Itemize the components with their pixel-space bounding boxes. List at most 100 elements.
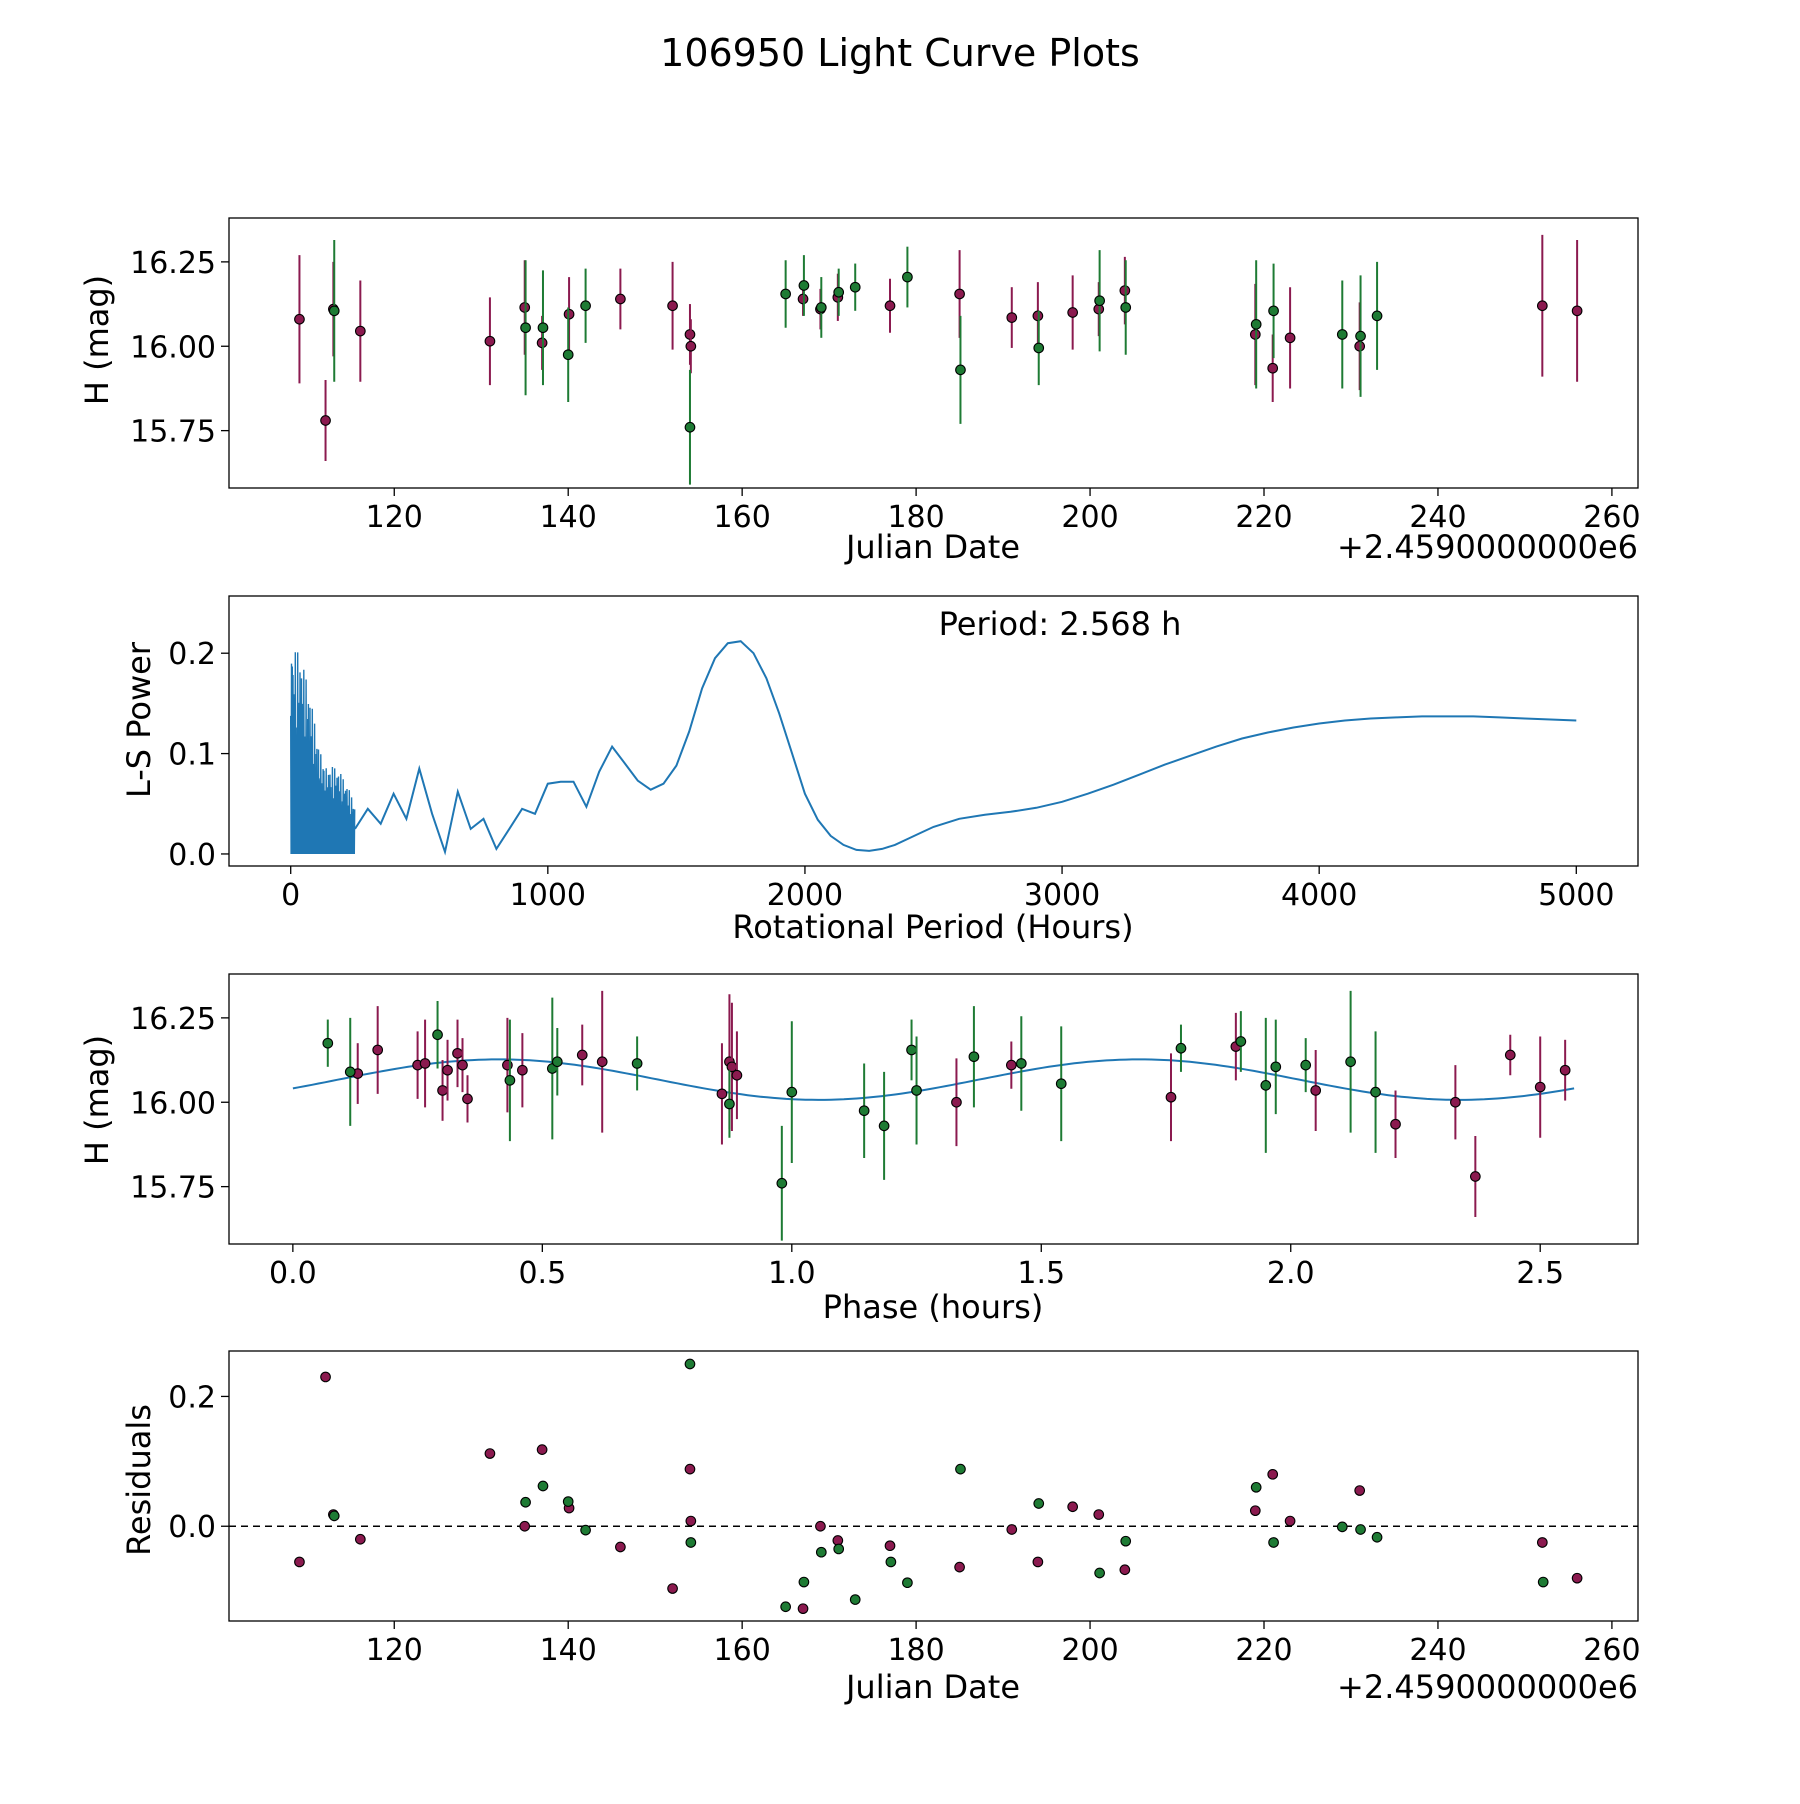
periodogram-xtick-label: 4000 xyxy=(1281,878,1357,913)
residuals-point xyxy=(1355,1524,1366,1535)
light-curve-point xyxy=(955,364,966,376)
phased-curve-point xyxy=(906,1044,917,1056)
residuals-point xyxy=(667,1583,678,1594)
light-curve-frame xyxy=(228,217,1639,489)
residuals-point xyxy=(1067,1501,1079,1513)
phased-curve-ylabel: H (mag) xyxy=(78,1035,116,1165)
residuals-xtick-label: 260 xyxy=(1583,1633,1640,1668)
light-curve-point xyxy=(1371,310,1383,322)
phased-curve-point xyxy=(1370,1086,1381,1098)
phased-curve-point xyxy=(1260,1080,1272,1091)
phased-curve-point xyxy=(1310,1085,1322,1096)
light-curve-xtick-label: 200 xyxy=(1061,500,1118,535)
periodogram-forest xyxy=(290,652,356,855)
light-curve-point xyxy=(320,415,331,426)
residuals-point xyxy=(536,1444,548,1456)
phased-curve-point xyxy=(878,1120,890,1132)
light-curve-point xyxy=(328,305,340,317)
phased-curve-xtick-label: 2.0 xyxy=(1267,1256,1315,1291)
residuals-point xyxy=(1250,1481,1262,1493)
light-curve-point xyxy=(562,349,574,361)
residuals-point xyxy=(1354,1485,1366,1496)
residuals-point xyxy=(780,1601,791,1613)
residuals-point xyxy=(580,1524,591,1536)
phased-curve-point xyxy=(1390,1118,1401,1130)
residuals-point xyxy=(1536,1537,1548,1548)
phased-curve-point xyxy=(951,1096,962,1108)
phased-curve-point xyxy=(1015,1058,1027,1069)
residuals-point xyxy=(685,1515,697,1527)
phased-curve-point xyxy=(437,1085,448,1096)
residuals-point xyxy=(1336,1521,1348,1533)
phased-curve-point xyxy=(1055,1078,1067,1090)
residuals-point xyxy=(884,1540,896,1552)
residuals-xtick-label: 220 xyxy=(1235,1633,1292,1668)
light-curve-point xyxy=(615,293,626,305)
phased-curve-point xyxy=(596,1056,608,1068)
light-curve-point xyxy=(484,335,496,347)
residuals-xtick-label: 160 xyxy=(714,1633,771,1668)
light-curve-point xyxy=(1267,362,1279,374)
residuals-point xyxy=(1032,1556,1044,1568)
residuals-point xyxy=(320,1371,331,1383)
residuals-point xyxy=(833,1543,845,1555)
residuals-point xyxy=(798,1576,810,1588)
phased-curve-point xyxy=(716,1088,728,1100)
light-curve-point xyxy=(884,300,896,312)
light-curve-point xyxy=(1284,332,1296,344)
periodogram-xlabel: Rotational Period (Hours) xyxy=(732,908,1133,946)
light-curve-xtick-label: 240 xyxy=(1409,500,1466,535)
periodogram-ylabel: L-S Power xyxy=(120,641,158,798)
light-curve-point xyxy=(1006,312,1018,323)
residuals-point xyxy=(902,1577,913,1589)
phased-curve-ytick-label: 16.25 xyxy=(130,1002,216,1037)
phased-curve-point xyxy=(452,1047,463,1059)
phased-curve-point xyxy=(442,1064,453,1076)
residuals-point xyxy=(1120,1535,1132,1547)
light-curve-xtick-label: 120 xyxy=(366,500,423,535)
phased-curve-point xyxy=(1270,1061,1282,1073)
light-curve-point xyxy=(1120,302,1132,313)
phased-curve-point xyxy=(462,1093,473,1105)
phased-curve-point xyxy=(1235,1036,1247,1047)
light-curve-point xyxy=(1355,330,1366,342)
period-annotation: Period: 2.568 h xyxy=(939,605,1182,643)
phased-curve-panel: Phase (hours) H (mag) 0.0 0.5 1.0 1.5 2.0 2.5… xyxy=(78,973,1639,1326)
residuals-point xyxy=(955,1463,966,1475)
light-curve-point xyxy=(1336,329,1348,340)
periodogram-panel: Rotational Period (Hours) L-S Power Peri… xyxy=(120,595,1639,946)
phased-curve-point xyxy=(419,1058,431,1069)
phased-curve-point xyxy=(1300,1059,1312,1071)
residuals-point xyxy=(520,1496,531,1508)
residuals-point xyxy=(849,1594,861,1605)
residuals-point xyxy=(954,1561,965,1573)
periodogram-ytick-label: 0.2 xyxy=(168,637,216,672)
residuals-point xyxy=(484,1448,496,1459)
residuals-point xyxy=(1119,1564,1131,1576)
phased-curve-point xyxy=(911,1085,922,1096)
residuals-point xyxy=(328,1510,340,1522)
residuals-point xyxy=(1571,1572,1583,1584)
residuals-ylabel: Residuals xyxy=(120,1404,158,1556)
light-curve-ytick-label: 16.25 xyxy=(130,246,216,281)
light-curve-point xyxy=(667,300,678,312)
phased-curve-point xyxy=(1175,1042,1187,1054)
light-curve-point xyxy=(354,325,366,337)
phased-curve-point xyxy=(1450,1096,1461,1108)
periodogram-xtick-label: 2000 xyxy=(767,878,843,913)
phased-curve-point xyxy=(432,1029,443,1041)
phased-curve-xtick-label: 0.0 xyxy=(269,1256,317,1291)
phased-curve-point xyxy=(576,1049,588,1061)
light-curve-point xyxy=(1033,342,1045,354)
light-curve-point xyxy=(815,302,827,313)
periodogram-xtick-label: 0 xyxy=(281,878,300,913)
periodogram-frame xyxy=(228,595,1639,867)
phased-curve-point xyxy=(504,1074,516,1086)
residuals-xtick-label: 240 xyxy=(1409,1633,1466,1668)
residuals-point xyxy=(294,1556,305,1568)
phased-curve-xtick-label: 1.0 xyxy=(768,1256,816,1291)
light-curve-xtick-label: 260 xyxy=(1583,500,1640,535)
phased-fit-curve xyxy=(292,1058,1575,1101)
residuals-panel: Julian Date +2.4590000000e6 Residuals 12… xyxy=(120,1350,1641,1706)
